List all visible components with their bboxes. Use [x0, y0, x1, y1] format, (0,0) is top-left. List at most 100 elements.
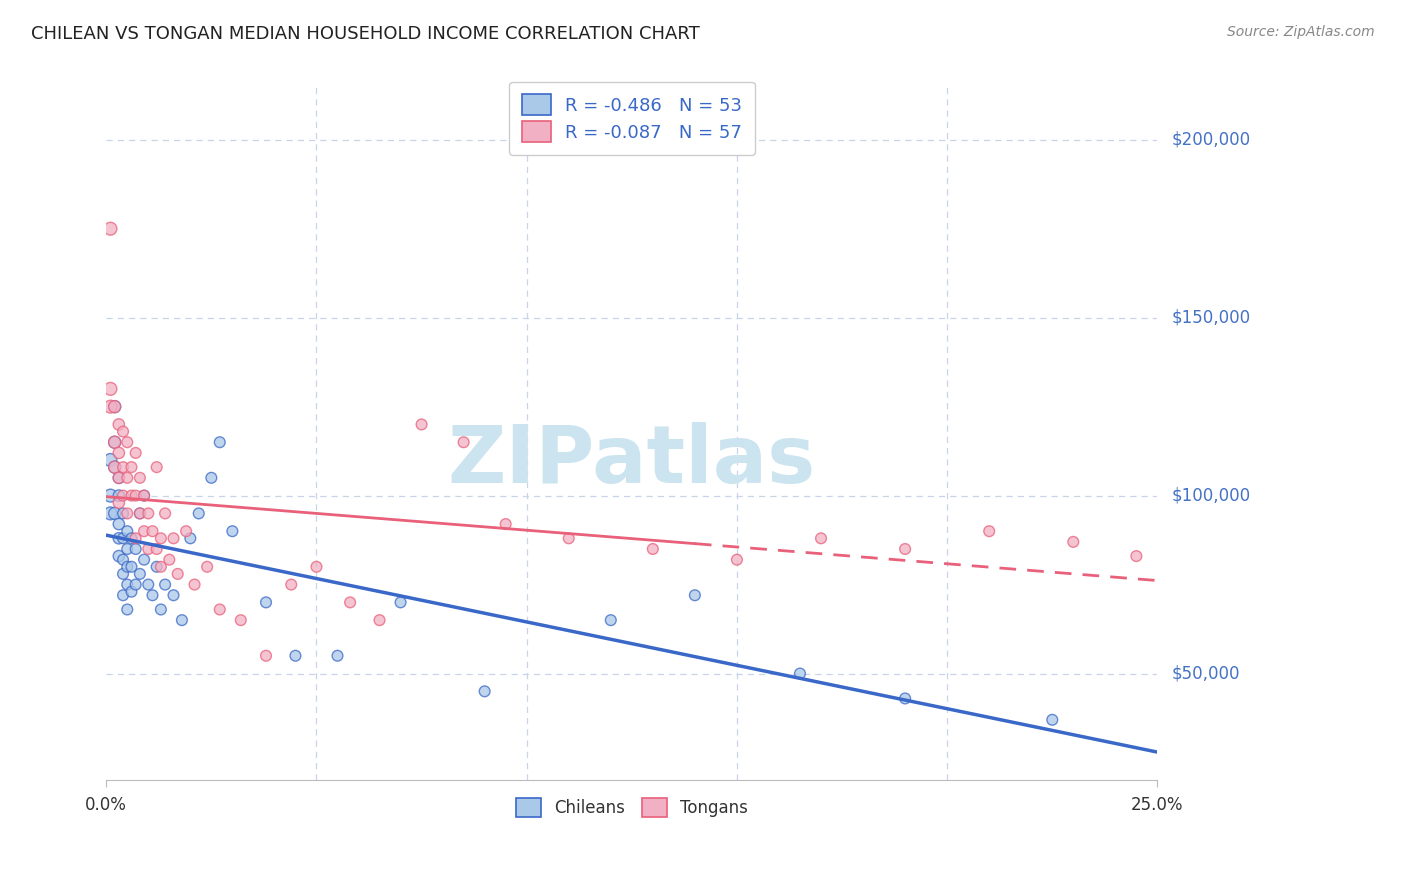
Point — [339, 595, 361, 609]
Point — [117, 524, 139, 539]
Point — [112, 552, 135, 566]
Point — [112, 425, 135, 439]
Point — [145, 559, 167, 574]
Point — [112, 489, 135, 503]
Point — [117, 435, 139, 450]
Point — [136, 577, 159, 591]
Text: Source: ZipAtlas.com: Source: ZipAtlas.com — [1227, 25, 1375, 39]
Point — [121, 460, 143, 475]
Text: CHILEAN VS TONGAN MEDIAN HOUSEHOLD INCOME CORRELATION CHART: CHILEAN VS TONGAN MEDIAN HOUSEHOLD INCOM… — [31, 25, 700, 43]
Point — [141, 588, 163, 602]
Point — [132, 489, 155, 503]
Point — [474, 684, 496, 698]
Point — [100, 489, 122, 503]
Point — [229, 613, 252, 627]
Point — [112, 460, 135, 475]
Point — [1062, 534, 1084, 549]
Point — [284, 648, 307, 663]
Point — [145, 460, 167, 475]
Point — [128, 566, 150, 581]
Point — [117, 541, 139, 556]
Point — [179, 531, 201, 545]
Point — [128, 507, 150, 521]
Point — [1040, 713, 1063, 727]
Point — [195, 559, 218, 574]
Text: $200,000: $200,000 — [1171, 131, 1250, 149]
Point — [104, 435, 127, 450]
Point — [153, 507, 176, 521]
Point — [117, 471, 139, 485]
Point — [149, 531, 172, 545]
Point — [104, 460, 127, 475]
Point — [112, 507, 135, 521]
Point — [117, 559, 139, 574]
Point — [368, 613, 391, 627]
Point — [108, 549, 131, 563]
Point — [100, 400, 122, 414]
Point — [280, 577, 302, 591]
Point — [894, 691, 917, 706]
Point — [128, 507, 150, 521]
Point — [495, 517, 517, 532]
Point — [389, 595, 412, 609]
Point — [558, 531, 581, 545]
Point — [789, 666, 811, 681]
Text: $150,000: $150,000 — [1171, 309, 1250, 326]
Point — [162, 531, 184, 545]
Point — [599, 613, 621, 627]
Point — [124, 489, 146, 503]
Point — [108, 489, 131, 503]
Point — [112, 588, 135, 602]
Point — [200, 471, 222, 485]
Point — [100, 221, 122, 235]
Point — [326, 648, 349, 663]
Point — [149, 602, 172, 616]
Point — [187, 507, 209, 521]
Point — [132, 552, 155, 566]
Point — [170, 613, 193, 627]
Point — [108, 471, 131, 485]
Point — [121, 489, 143, 503]
Point — [104, 460, 127, 475]
Point — [108, 471, 131, 485]
Point — [157, 552, 180, 566]
Point — [153, 577, 176, 591]
Point — [117, 577, 139, 591]
Point — [145, 541, 167, 556]
Point — [124, 541, 146, 556]
Point — [166, 566, 188, 581]
Point — [124, 577, 146, 591]
Point — [100, 382, 122, 396]
Point — [149, 559, 172, 574]
Point — [641, 541, 664, 556]
Point — [117, 507, 139, 521]
Point — [979, 524, 1001, 539]
Point — [254, 648, 277, 663]
Point — [104, 400, 127, 414]
Point — [208, 602, 231, 616]
Point — [104, 435, 127, 450]
Point — [121, 559, 143, 574]
Point — [121, 531, 143, 545]
Point — [1125, 549, 1147, 563]
Point — [305, 559, 328, 574]
Point — [810, 531, 832, 545]
Point — [411, 417, 433, 432]
Point — [128, 471, 150, 485]
Point — [108, 417, 131, 432]
Point — [104, 400, 127, 414]
Point — [174, 524, 197, 539]
Point — [141, 524, 163, 539]
Legend: Chileans, Tongans: Chileans, Tongans — [509, 791, 755, 824]
Point — [683, 588, 706, 602]
Point — [136, 507, 159, 521]
Point — [108, 517, 131, 532]
Point — [136, 541, 159, 556]
Point — [124, 446, 146, 460]
Point — [117, 602, 139, 616]
Point — [100, 453, 122, 467]
Point — [112, 566, 135, 581]
Point — [725, 552, 748, 566]
Point — [104, 507, 127, 521]
Text: $50,000: $50,000 — [1171, 665, 1240, 682]
